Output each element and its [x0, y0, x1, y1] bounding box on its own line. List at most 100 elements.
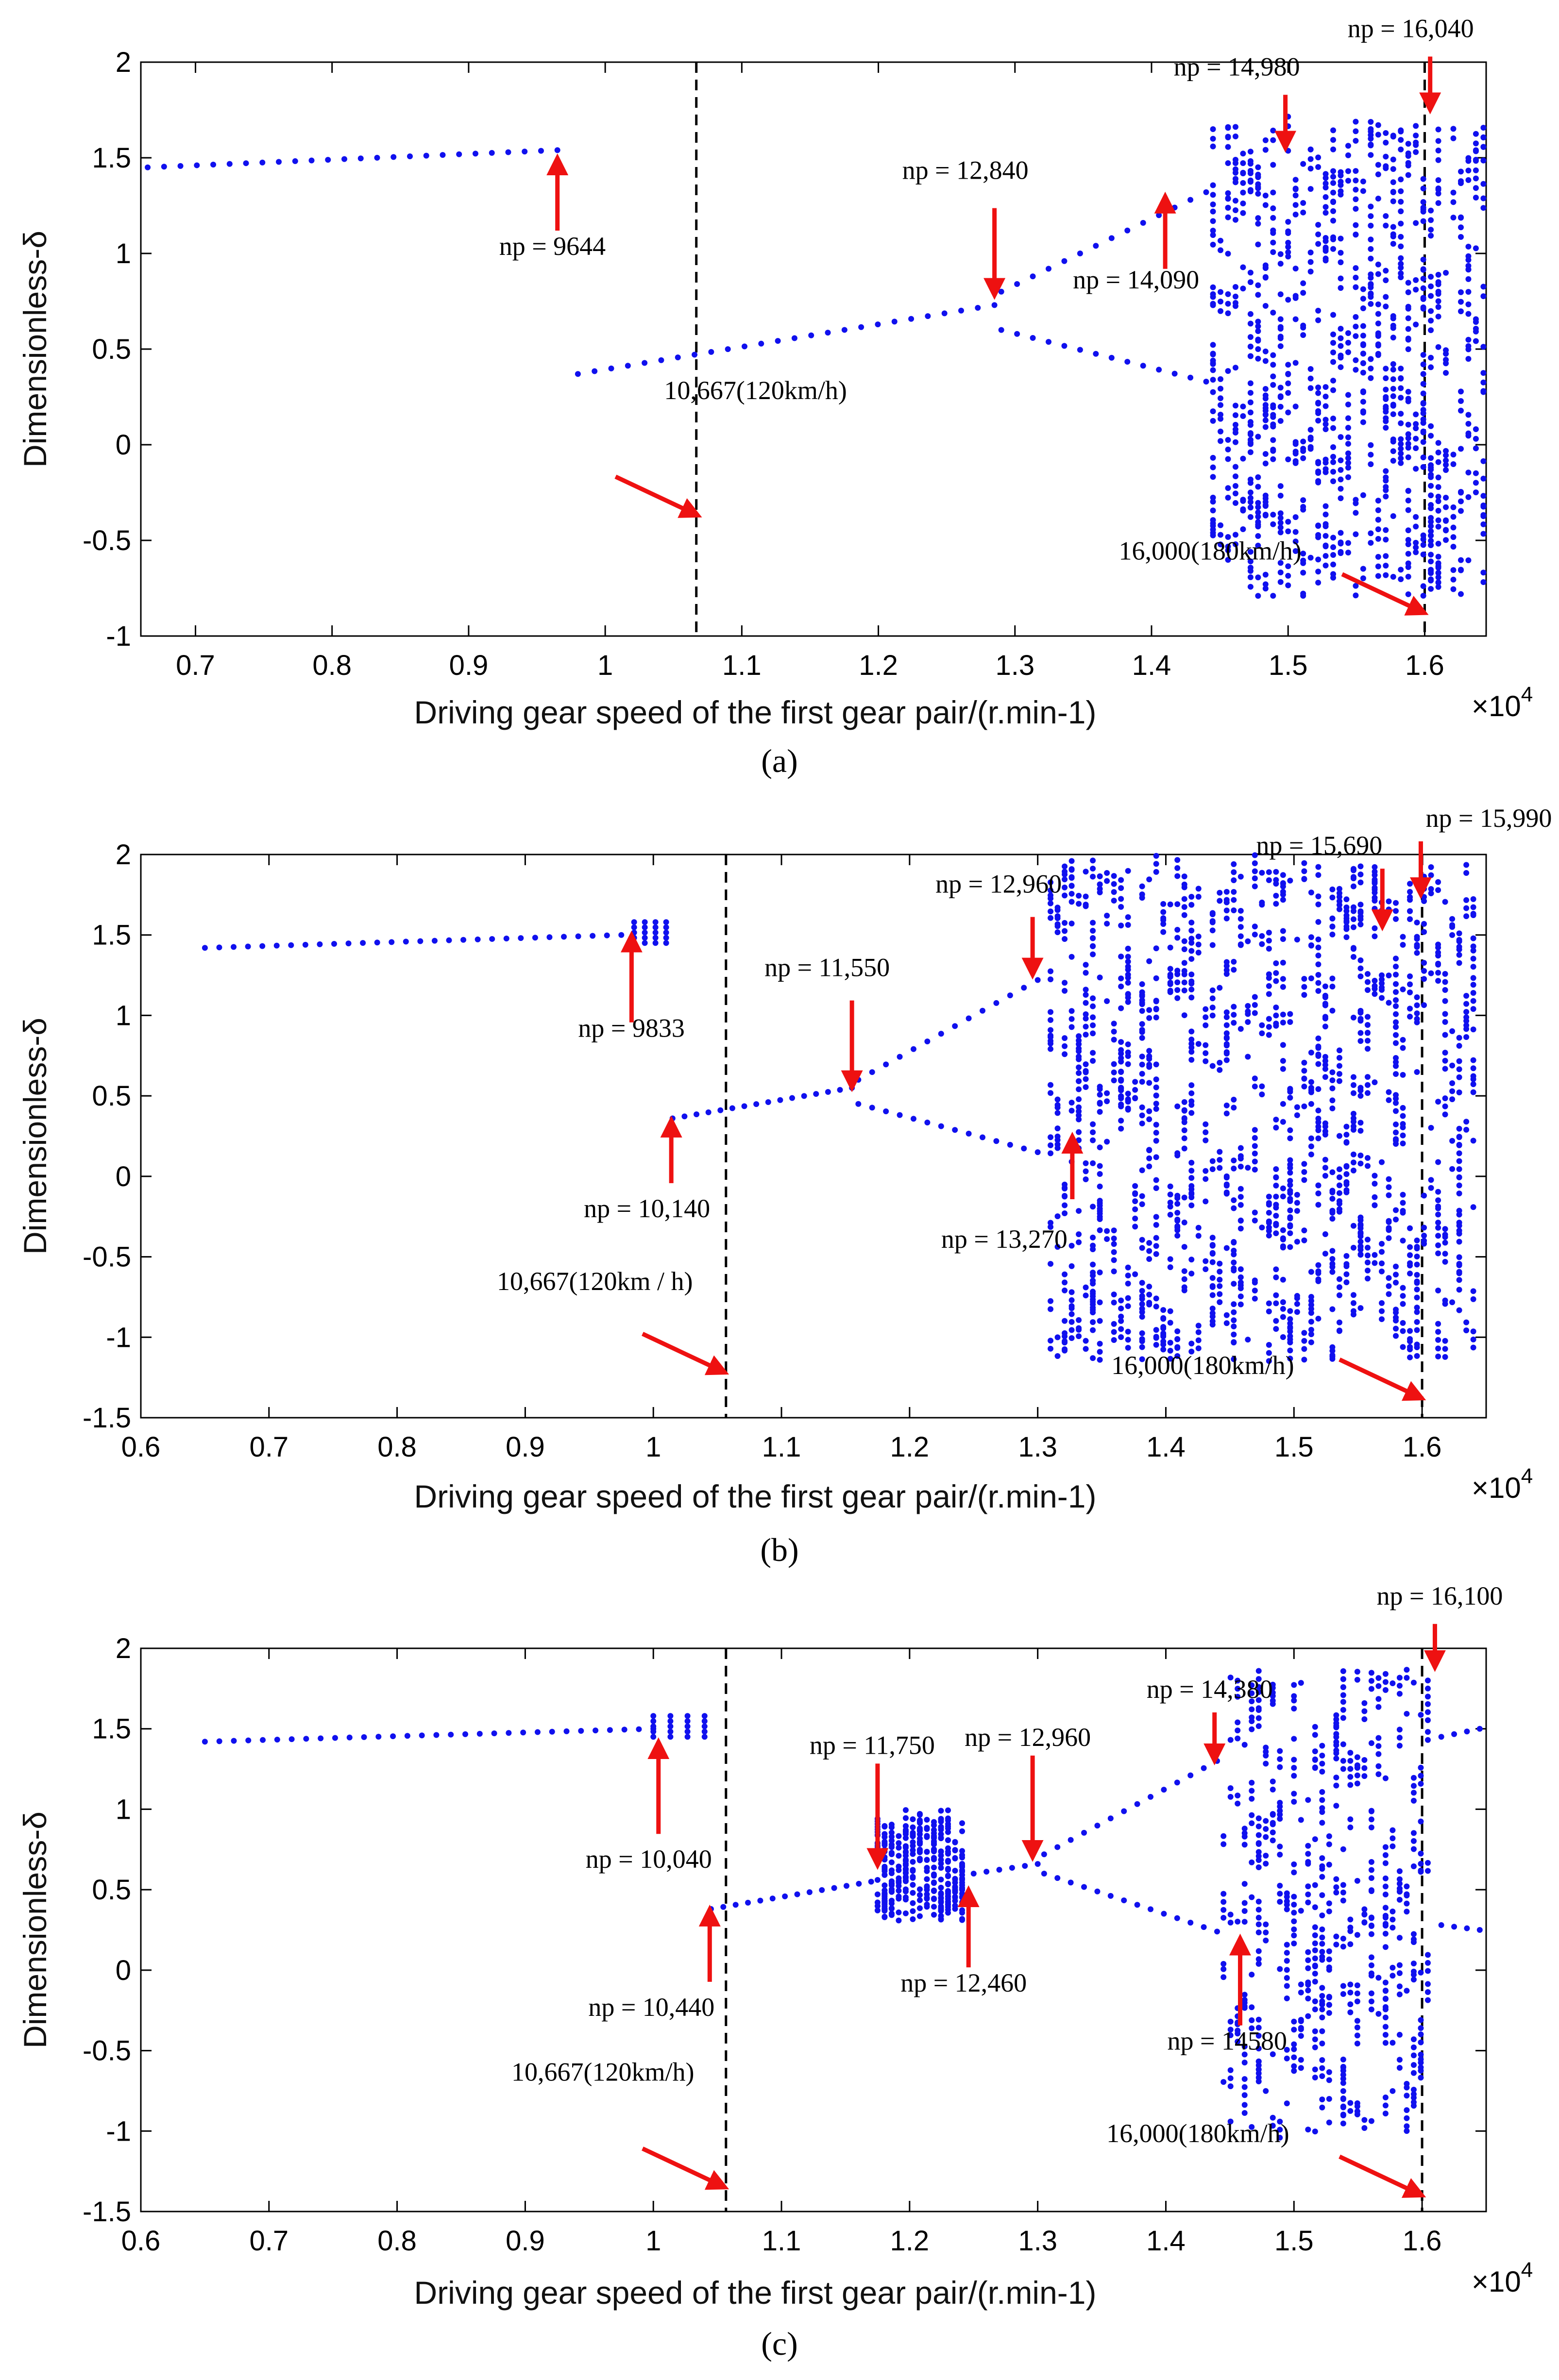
data-point	[1266, 1224, 1272, 1231]
data-point	[1301, 992, 1307, 998]
data-point	[1398, 567, 1404, 573]
data-point	[1329, 1208, 1336, 1214]
data-point	[532, 935, 538, 941]
data-point	[1322, 1156, 1328, 1163]
data-point	[1083, 869, 1089, 875]
data-point	[902, 1807, 909, 1813]
data-point	[1307, 435, 1314, 441]
data-point	[1277, 291, 1284, 298]
data-point	[1404, 1667, 1410, 1673]
data-point	[1298, 1817, 1304, 1823]
data-point	[1350, 924, 1356, 930]
data-point	[1428, 558, 1434, 565]
data-point	[216, 1738, 222, 1744]
data-point	[1241, 1997, 1248, 2003]
data-point	[1421, 1192, 1427, 1199]
data-point	[1280, 1119, 1286, 1125]
data-point	[1090, 1003, 1096, 1009]
data-point	[1340, 1758, 1346, 1764]
data-point	[226, 161, 233, 167]
data-point	[1083, 1284, 1089, 1291]
data-point	[1259, 1030, 1265, 1037]
data-point	[1315, 972, 1322, 978]
data-point	[1231, 1197, 1237, 1203]
data-point	[1083, 1011, 1089, 1018]
data-point	[1383, 418, 1389, 424]
data-point	[1280, 976, 1286, 982]
data-point	[1300, 455, 1306, 461]
data-point	[1076, 892, 1082, 899]
data-point	[1338, 467, 1344, 473]
data-point	[1450, 543, 1457, 550]
data-point	[1368, 1887, 1374, 1894]
data-point	[1470, 1138, 1476, 1144]
data-point	[1322, 1002, 1328, 1008]
data-point	[374, 939, 380, 946]
data-point	[1312, 1836, 1318, 1843]
data-point	[1347, 1941, 1354, 1947]
data-point	[1330, 208, 1337, 214]
data-point	[1139, 1309, 1145, 1315]
data-point	[1400, 1132, 1406, 1139]
data-point	[1357, 863, 1364, 870]
data-point	[1414, 1305, 1420, 1311]
data-point	[1312, 2129, 1318, 2135]
data-point	[1294, 1239, 1300, 1245]
data-point	[1390, 198, 1396, 204]
data-point	[1220, 1899, 1227, 1905]
data-point	[1390, 1925, 1396, 1931]
data-point	[1375, 162, 1381, 168]
data-point	[1284, 1975, 1290, 1981]
data-point	[1456, 1220, 1462, 1226]
data-point	[1255, 1715, 1262, 1721]
data-point	[945, 1899, 951, 1905]
data-point	[1413, 425, 1419, 432]
data-point	[1252, 923, 1258, 930]
data-point	[1414, 1319, 1420, 1325]
data-point	[1396, 2057, 1403, 2063]
data-point	[1225, 251, 1231, 257]
data-point	[1241, 2043, 1248, 2049]
data-point	[1188, 1271, 1195, 1277]
data-point	[1203, 1266, 1209, 1273]
data-point	[1347, 1981, 1354, 1988]
data-point	[1232, 490, 1238, 497]
data-point	[1420, 185, 1426, 192]
data-point	[1273, 1292, 1279, 1298]
data-point	[1090, 1299, 1096, 1305]
data-point	[1404, 1988, 1410, 1994]
data-point	[1368, 442, 1374, 448]
data-point	[1428, 586, 1434, 592]
data-point	[1305, 1797, 1311, 1803]
data-point	[1125, 958, 1131, 965]
data-point	[1255, 1684, 1262, 1690]
data-point	[578, 1727, 584, 1734]
data-point	[1428, 455, 1434, 461]
x-tick-label: 1.3	[1018, 2225, 1057, 2257]
data-point	[1329, 886, 1336, 892]
data-point	[1249, 1971, 1255, 1978]
data-point	[1350, 1167, 1356, 1173]
data-point	[1247, 380, 1254, 386]
data-point	[1405, 150, 1411, 156]
data-point	[1368, 1740, 1374, 1746]
data-point	[1378, 1249, 1385, 1255]
data-point	[1218, 299, 1224, 305]
data-point	[1009, 1865, 1015, 1871]
data-point	[1284, 1958, 1290, 1964]
data-point	[1167, 901, 1173, 907]
data-point	[1111, 1241, 1117, 1247]
data-point	[1062, 1346, 1068, 1352]
data-point	[1428, 217, 1434, 223]
data-point	[1329, 931, 1336, 938]
data-point	[1364, 1030, 1371, 1036]
data-point	[1237, 1026, 1244, 1032]
data-point	[1231, 1239, 1237, 1245]
data-point	[1210, 418, 1216, 424]
data-point	[931, 1864, 937, 1871]
data-point	[1291, 2027, 1297, 2033]
data-point	[945, 1867, 951, 1873]
data-point	[1330, 312, 1337, 318]
data-point	[1203, 1014, 1209, 1021]
data-point	[1218, 411, 1224, 418]
